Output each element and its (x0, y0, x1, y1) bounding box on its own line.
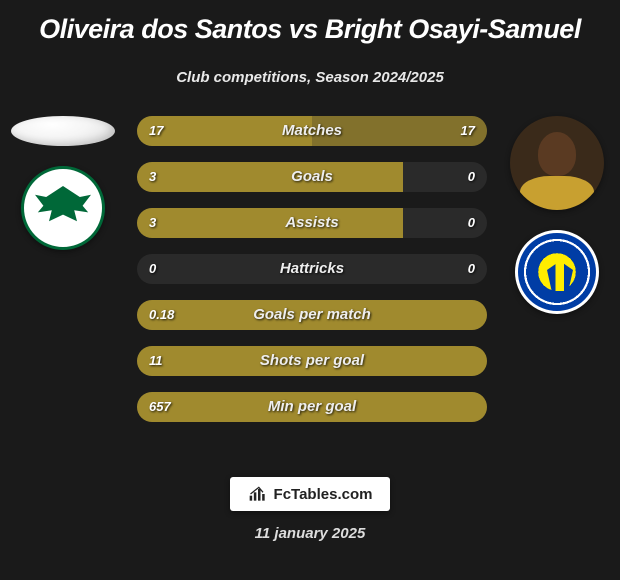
stat-row: 3Assists0 (137, 208, 487, 238)
stat-label: Matches (137, 116, 487, 146)
site-name: FcTables.com (274, 486, 373, 503)
club-logo-right (515, 230, 599, 314)
stat-row: 0.18Goals per match (137, 300, 487, 330)
subtitle: Club competitions, Season 2024/2025 (0, 69, 620, 86)
stat-bars: 17Matches173Goals03Assists00Hattricks00.… (137, 116, 487, 422)
chart-icon (248, 485, 268, 503)
left-player-column (8, 116, 118, 250)
stat-row: 3Goals0 (137, 162, 487, 192)
stat-label: Goals per match (137, 300, 487, 330)
stat-label: Shots per goal (137, 346, 487, 376)
stat-value-right: 17 (461, 116, 475, 146)
konyaspor-eagle-icon (35, 186, 91, 230)
stat-label: Hattricks (137, 254, 487, 284)
stat-row: 11Shots per goal (137, 346, 487, 376)
stat-label: Min per goal (137, 392, 487, 422)
stat-value-right: 0 (468, 208, 475, 238)
player-right-photo (510, 116, 604, 210)
comparison-panel: 17Matches173Goals03Assists00Hattricks00.… (0, 116, 620, 436)
page-title: Oliveira dos Santos vs Bright Osayi-Samu… (0, 0, 620, 45)
right-player-column (502, 116, 612, 314)
stat-row: 0Hattricks0 (137, 254, 487, 284)
stat-row: 17Matches17 (137, 116, 487, 146)
date-label: 11 january 2025 (255, 525, 366, 542)
stat-value-right: 0 (468, 162, 475, 192)
stat-label: Goals (137, 162, 487, 192)
player-left-placeholder (11, 116, 115, 146)
stat-row: 657Min per goal (137, 392, 487, 422)
club-logo-left (21, 166, 105, 250)
site-badge[interactable]: FcTables.com (230, 477, 391, 511)
stat-value-right: 0 (468, 254, 475, 284)
stat-label: Assists (137, 208, 487, 238)
footer: FcTables.com 11 january 2025 (0, 477, 620, 542)
